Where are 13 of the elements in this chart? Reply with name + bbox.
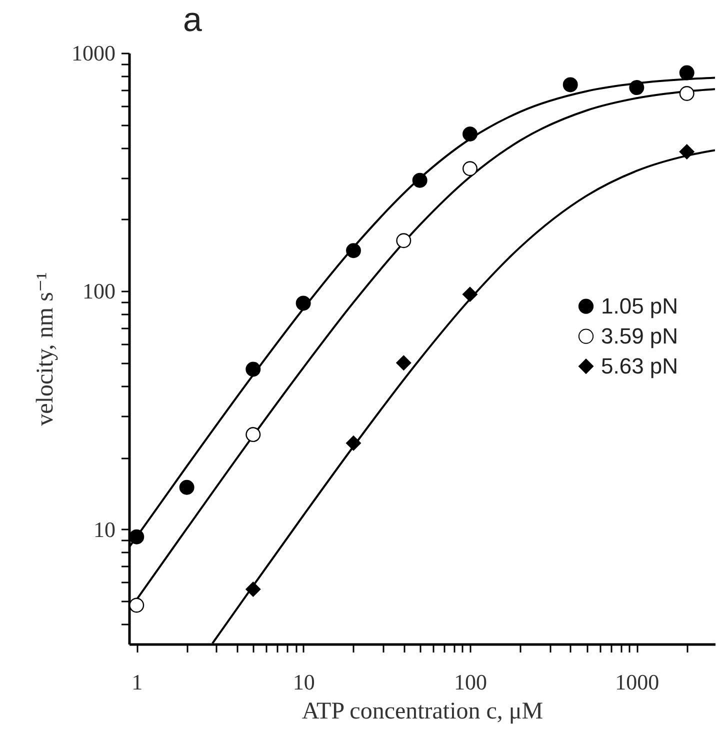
legend-label: 3.59 pN (601, 323, 678, 348)
y-tick-label: 10 (94, 516, 116, 542)
chart-title: a (183, 1, 202, 39)
x-tick-label: 1 (132, 670, 143, 694)
y-axis-title: velocity, nm s⁻¹ (32, 272, 58, 426)
legend-label: 5.63 pN (601, 353, 678, 378)
y-tick-label: 1000 (72, 40, 116, 66)
legend-label: 1.05 pN (601, 293, 678, 318)
x-tick-label: 100 (454, 670, 487, 694)
x-tick-label: 1000 (615, 670, 660, 694)
x-axis-title: ATP concentration c, μM (302, 698, 544, 724)
x-tick-label: 10 (292, 670, 315, 694)
y-tick-label: 100 (82, 278, 116, 304)
